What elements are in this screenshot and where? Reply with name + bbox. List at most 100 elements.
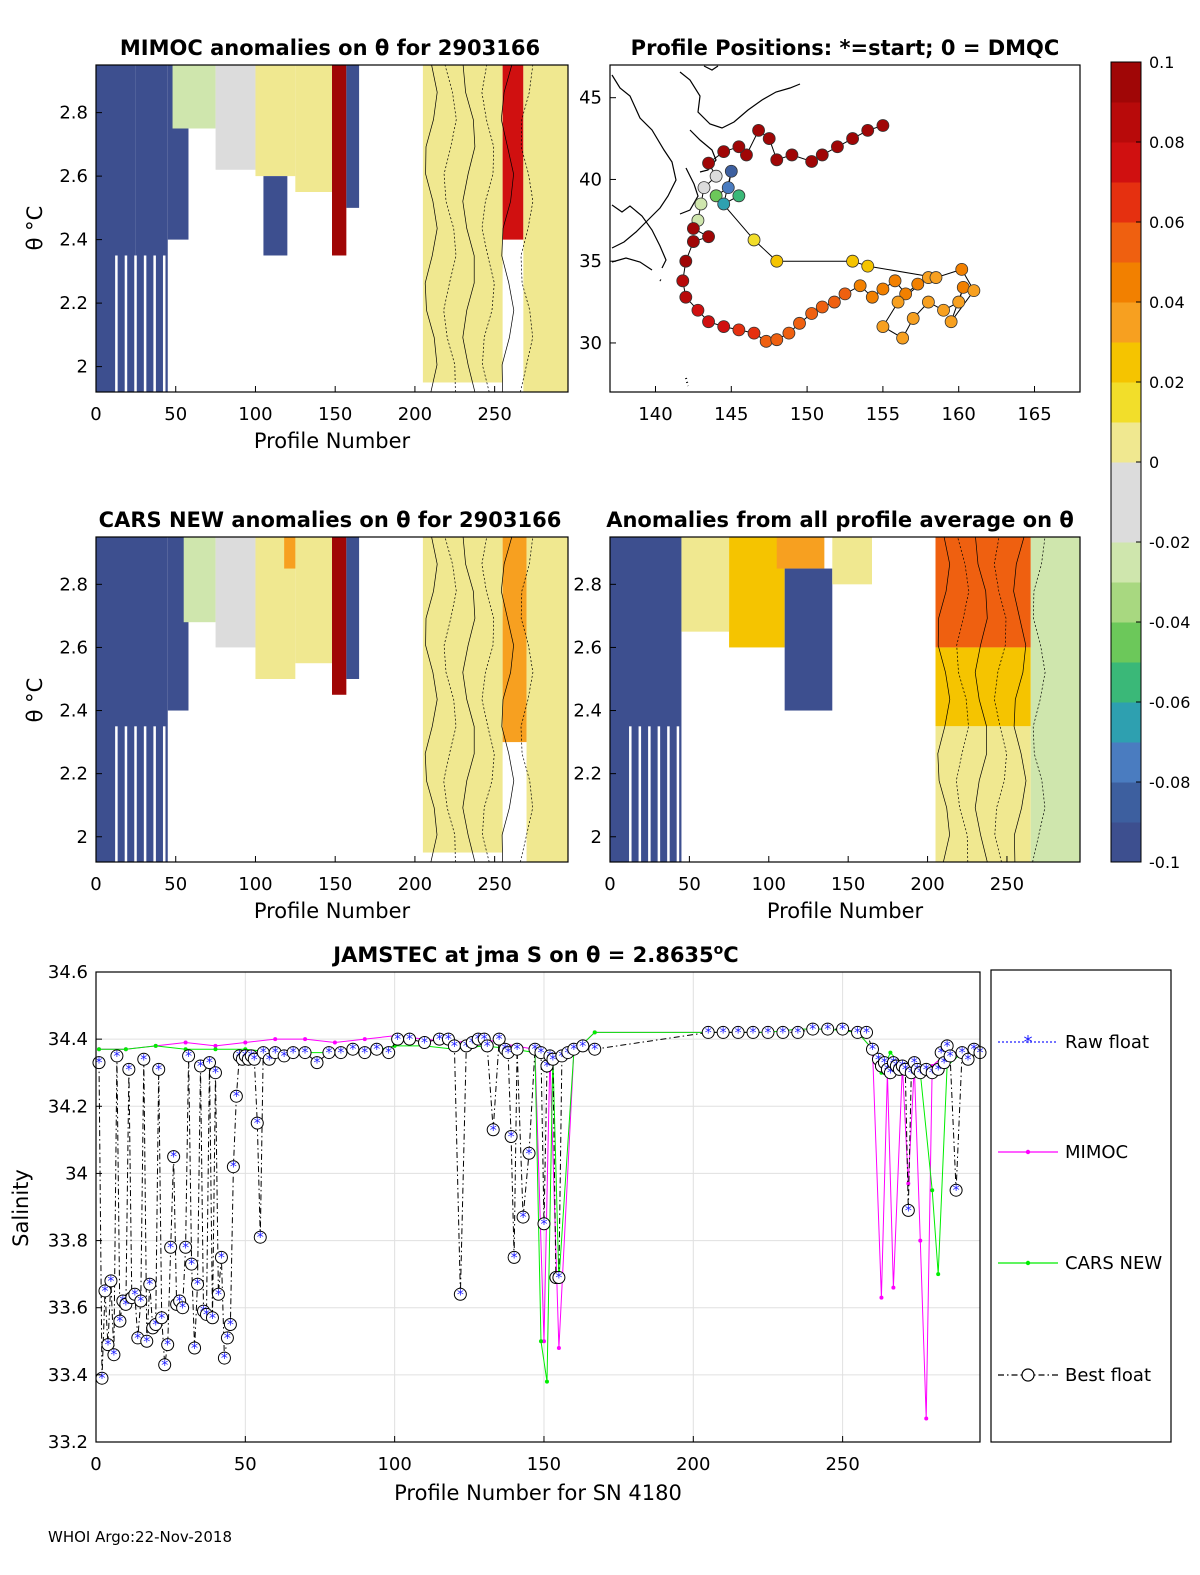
best-float-point (382, 1046, 396, 1060)
best-float-point (155, 1311, 169, 1325)
series-point (213, 1043, 218, 1048)
best-float-point (250, 1116, 264, 1130)
legend-mimoc-label: MIMOC (1065, 1142, 1128, 1163)
raw-float-point: * (131, 1287, 138, 1303)
best-float-point (208, 1066, 222, 1080)
x-tick-label: 145 (714, 404, 748, 425)
raw-float-point: * (185, 1049, 192, 1065)
best-float-point (211, 1287, 225, 1301)
profile-position (955, 262, 969, 276)
profile-position (702, 230, 715, 244)
series-point (183, 1040, 188, 1045)
y-tick-label: 2.2 (59, 764, 88, 785)
missing-column (762, 726, 765, 862)
average-y-ticks: 2 2.2 2.4 2.6 2.8 (573, 574, 616, 848)
profile-position (899, 287, 913, 301)
best-float-point (253, 1230, 267, 1244)
raw-float-point: * (869, 1042, 876, 1058)
x-tick-label: 150 (790, 404, 824, 425)
average-x-ticks: 0 50 100 150 200 250 (604, 856, 1024, 895)
colorbar-swatch (1111, 222, 1141, 263)
raw-float-point: * (720, 1025, 727, 1041)
series-point (936, 1272, 941, 1277)
colorbar-tick-label: -0.02 (1149, 533, 1190, 552)
raw-float-point: * (215, 1287, 222, 1303)
series-point (362, 1037, 367, 1042)
heatmap-cell (776, 537, 825, 569)
raw-float-point: * (337, 1046, 344, 1062)
missing-column (236, 293, 239, 392)
raw-float-point: * (95, 1056, 102, 1072)
heatmap-cell (135, 65, 168, 392)
missing-column (153, 726, 156, 862)
series-point (332, 1040, 337, 1045)
missing-column (162, 255, 166, 392)
best-float-point (701, 1025, 715, 1039)
contour-line (443, 64, 457, 393)
series-point (906, 1181, 911, 1186)
heatmap-cell (502, 65, 524, 240)
missing-column (236, 764, 239, 862)
profile-position (805, 307, 819, 320)
best-float-point (164, 1240, 178, 1254)
best-float-point (836, 1022, 850, 1036)
contour-line (974, 536, 988, 863)
profile-position (876, 119, 890, 132)
colorbar: 0.1 0.08 0.06 0.04 0.02 0 -0.02 -0.04 -0.06 -0.08… (1110, 53, 1190, 872)
heatmap-cell (96, 537, 168, 862)
contour-line (1032, 536, 1046, 863)
contour-line (462, 536, 476, 863)
missing-column (249, 255, 252, 392)
missing-column (124, 726, 128, 862)
missing-column (724, 726, 727, 862)
raw-float-point: * (140, 1052, 147, 1068)
missing-column (689, 802, 692, 862)
colorbar-swatch (1111, 102, 1141, 143)
average-panel: Anomalies from all profile average on θ … (573, 508, 1081, 923)
raw-float-point: * (526, 1146, 533, 1162)
raw-float-point: * (361, 1046, 368, 1062)
x-tick-label: 0 (604, 874, 615, 895)
y-tick-label: 2.2 (573, 764, 602, 785)
x-tick-label: 200 (676, 1454, 710, 1475)
raw-float-point: * (98, 1371, 105, 1387)
salinity-axes-box (95, 971, 981, 1443)
best-float-point (576, 1039, 590, 1053)
profile-position (740, 148, 753, 162)
series-point (918, 1238, 923, 1243)
x-tick-label: 150 (318, 874, 352, 895)
raw-float-point: * (134, 1331, 141, 1347)
colorbar-swatch (1111, 182, 1141, 223)
series-point (303, 1037, 308, 1042)
missing-column (711, 764, 715, 862)
profile-position (853, 279, 867, 293)
raw-float-point: * (101, 1284, 108, 1300)
heatmap-cell (729, 537, 785, 648)
raw-float-point: * (469, 1036, 476, 1052)
x-tick-label: 0 (90, 404, 101, 425)
colorbar-tick-label: 0.04 (1149, 293, 1185, 312)
series-point (930, 1188, 935, 1193)
mimoc-y-ticks: 2 2.2 2.4 2.6 2.8 (59, 103, 102, 378)
raw-float-point: * (251, 1052, 258, 1068)
raw-float-point: * (938, 1046, 945, 1062)
colorbar-swatch (1111, 462, 1141, 503)
salinity-lines: ****************************** **********… (92, 1022, 987, 1421)
mimoc-ylabel: θ °C (23, 206, 47, 251)
series-point (556, 1346, 561, 1350)
heatmap-cell (263, 176, 288, 256)
salinity-legend: * Raw float MIMOC CARS NEW Best float (990, 969, 1172, 1443)
missing-column (162, 726, 166, 862)
best-float-point (158, 1358, 172, 1372)
missing-column (249, 726, 252, 862)
y-tick-label: 2 (77, 357, 88, 378)
raw-float-point: * (944, 1039, 951, 1055)
raw-float-point: * (959, 1046, 966, 1062)
y-tick-label: 30 (579, 333, 602, 354)
best-float-point (110, 1049, 124, 1063)
legend-best-label: Best float (1065, 1365, 1151, 1386)
series-point (924, 1416, 929, 1421)
raw-float-point: * (514, 1042, 521, 1058)
missing-column (115, 726, 118, 862)
series-point (243, 1040, 248, 1045)
